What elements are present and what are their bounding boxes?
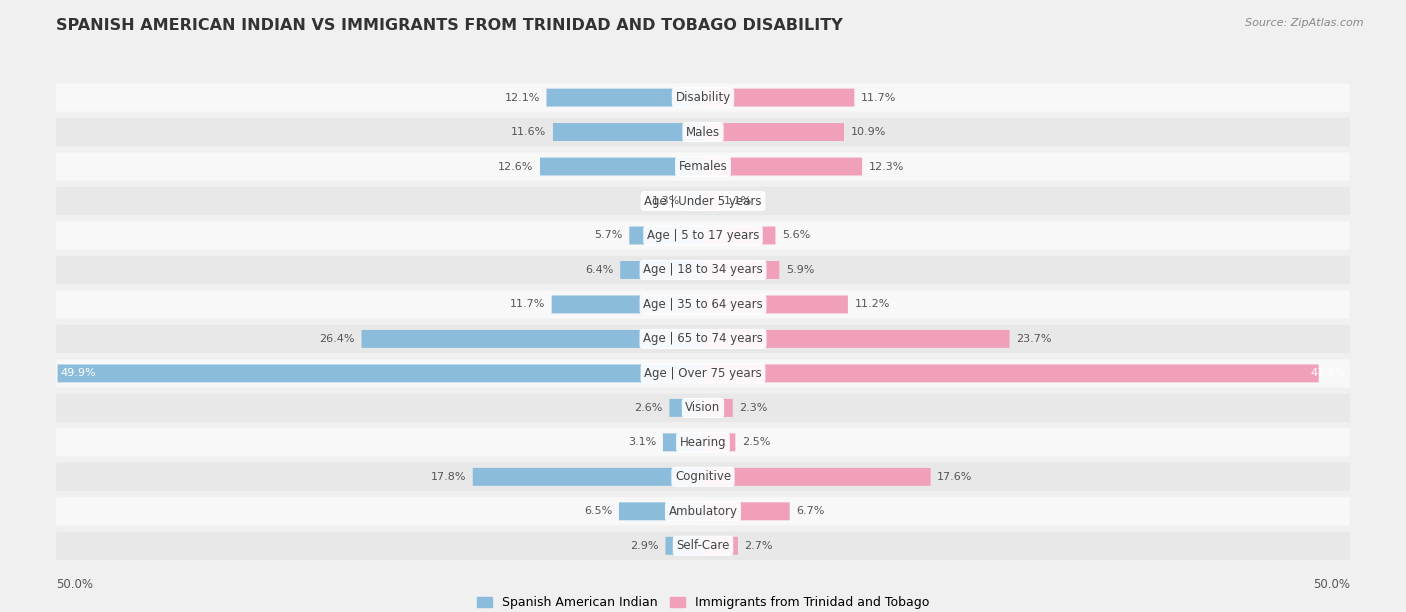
Text: 11.2%: 11.2% (855, 299, 890, 310)
Text: 50.0%: 50.0% (56, 578, 93, 591)
Text: 5.9%: 5.9% (786, 265, 814, 275)
FancyBboxPatch shape (56, 463, 1350, 491)
Text: Age | 18 to 34 years: Age | 18 to 34 years (643, 264, 763, 277)
Text: Source: ZipAtlas.com: Source: ZipAtlas.com (1246, 18, 1364, 28)
Text: Vision: Vision (685, 401, 721, 414)
FancyBboxPatch shape (703, 364, 1319, 382)
FancyBboxPatch shape (58, 364, 703, 382)
FancyBboxPatch shape (620, 261, 703, 279)
FancyBboxPatch shape (56, 290, 1350, 319)
Text: 11.6%: 11.6% (512, 127, 547, 137)
Text: Males: Males (686, 125, 720, 138)
Text: Age | 5 to 17 years: Age | 5 to 17 years (647, 229, 759, 242)
FancyBboxPatch shape (703, 502, 790, 520)
FancyBboxPatch shape (703, 123, 844, 141)
FancyBboxPatch shape (703, 433, 735, 451)
FancyBboxPatch shape (703, 192, 717, 210)
Text: 2.9%: 2.9% (630, 541, 659, 551)
Text: Self-Care: Self-Care (676, 539, 730, 552)
Text: 2.3%: 2.3% (740, 403, 768, 413)
FancyBboxPatch shape (56, 428, 1350, 457)
Text: 12.3%: 12.3% (869, 162, 904, 171)
FancyBboxPatch shape (669, 399, 703, 417)
FancyBboxPatch shape (56, 394, 1350, 422)
FancyBboxPatch shape (703, 89, 855, 106)
Text: 1.3%: 1.3% (651, 196, 679, 206)
FancyBboxPatch shape (619, 502, 703, 520)
Text: 47.6%: 47.6% (1310, 368, 1346, 378)
Text: 23.7%: 23.7% (1017, 334, 1052, 344)
Text: 17.6%: 17.6% (938, 472, 973, 482)
FancyBboxPatch shape (56, 222, 1350, 250)
Text: 6.5%: 6.5% (585, 506, 613, 517)
FancyBboxPatch shape (703, 468, 931, 486)
FancyBboxPatch shape (56, 325, 1350, 353)
FancyBboxPatch shape (56, 359, 1350, 387)
Legend: Spanish American Indian, Immigrants from Trinidad and Tobago: Spanish American Indian, Immigrants from… (472, 592, 934, 612)
Text: Disability: Disability (675, 91, 731, 104)
FancyBboxPatch shape (472, 468, 703, 486)
Text: Age | 35 to 64 years: Age | 35 to 64 years (643, 298, 763, 311)
Text: 5.6%: 5.6% (782, 231, 810, 241)
Text: SPANISH AMERICAN INDIAN VS IMMIGRANTS FROM TRINIDAD AND TOBAGO DISABILITY: SPANISH AMERICAN INDIAN VS IMMIGRANTS FR… (56, 18, 844, 34)
FancyBboxPatch shape (547, 89, 703, 106)
Text: 50.0%: 50.0% (1313, 578, 1350, 591)
Text: Age | Under 5 years: Age | Under 5 years (644, 195, 762, 207)
Text: 17.8%: 17.8% (430, 472, 467, 482)
Text: 1.1%: 1.1% (724, 196, 752, 206)
Text: 3.1%: 3.1% (628, 438, 657, 447)
Text: 10.9%: 10.9% (851, 127, 886, 137)
Text: Cognitive: Cognitive (675, 471, 731, 483)
FancyBboxPatch shape (553, 123, 703, 141)
Text: Females: Females (679, 160, 727, 173)
Text: 12.1%: 12.1% (505, 92, 540, 103)
Text: 2.7%: 2.7% (744, 541, 773, 551)
Text: 2.6%: 2.6% (634, 403, 662, 413)
FancyBboxPatch shape (56, 256, 1350, 284)
FancyBboxPatch shape (703, 226, 776, 244)
FancyBboxPatch shape (703, 537, 738, 554)
FancyBboxPatch shape (703, 399, 733, 417)
FancyBboxPatch shape (703, 261, 779, 279)
FancyBboxPatch shape (56, 152, 1350, 181)
Text: Age | Over 75 years: Age | Over 75 years (644, 367, 762, 380)
FancyBboxPatch shape (56, 187, 1350, 215)
Text: 2.5%: 2.5% (742, 438, 770, 447)
FancyBboxPatch shape (665, 537, 703, 554)
FancyBboxPatch shape (56, 118, 1350, 146)
Text: Ambulatory: Ambulatory (668, 505, 738, 518)
Text: 11.7%: 11.7% (510, 299, 546, 310)
FancyBboxPatch shape (703, 330, 1010, 348)
Text: 11.7%: 11.7% (860, 92, 896, 103)
FancyBboxPatch shape (686, 192, 703, 210)
Text: Hearing: Hearing (679, 436, 727, 449)
FancyBboxPatch shape (56, 497, 1350, 526)
FancyBboxPatch shape (551, 296, 703, 313)
Text: 49.9%: 49.9% (60, 368, 96, 378)
Text: 12.6%: 12.6% (498, 162, 533, 171)
FancyBboxPatch shape (56, 83, 1350, 112)
Text: Age | 65 to 74 years: Age | 65 to 74 years (643, 332, 763, 345)
FancyBboxPatch shape (703, 296, 848, 313)
FancyBboxPatch shape (630, 226, 703, 244)
Text: 26.4%: 26.4% (319, 334, 356, 344)
FancyBboxPatch shape (361, 330, 703, 348)
Text: 5.7%: 5.7% (595, 231, 623, 241)
Text: 6.7%: 6.7% (796, 506, 824, 517)
FancyBboxPatch shape (540, 157, 703, 176)
FancyBboxPatch shape (703, 157, 862, 176)
FancyBboxPatch shape (662, 433, 703, 451)
Text: 6.4%: 6.4% (585, 265, 614, 275)
FancyBboxPatch shape (56, 532, 1350, 560)
